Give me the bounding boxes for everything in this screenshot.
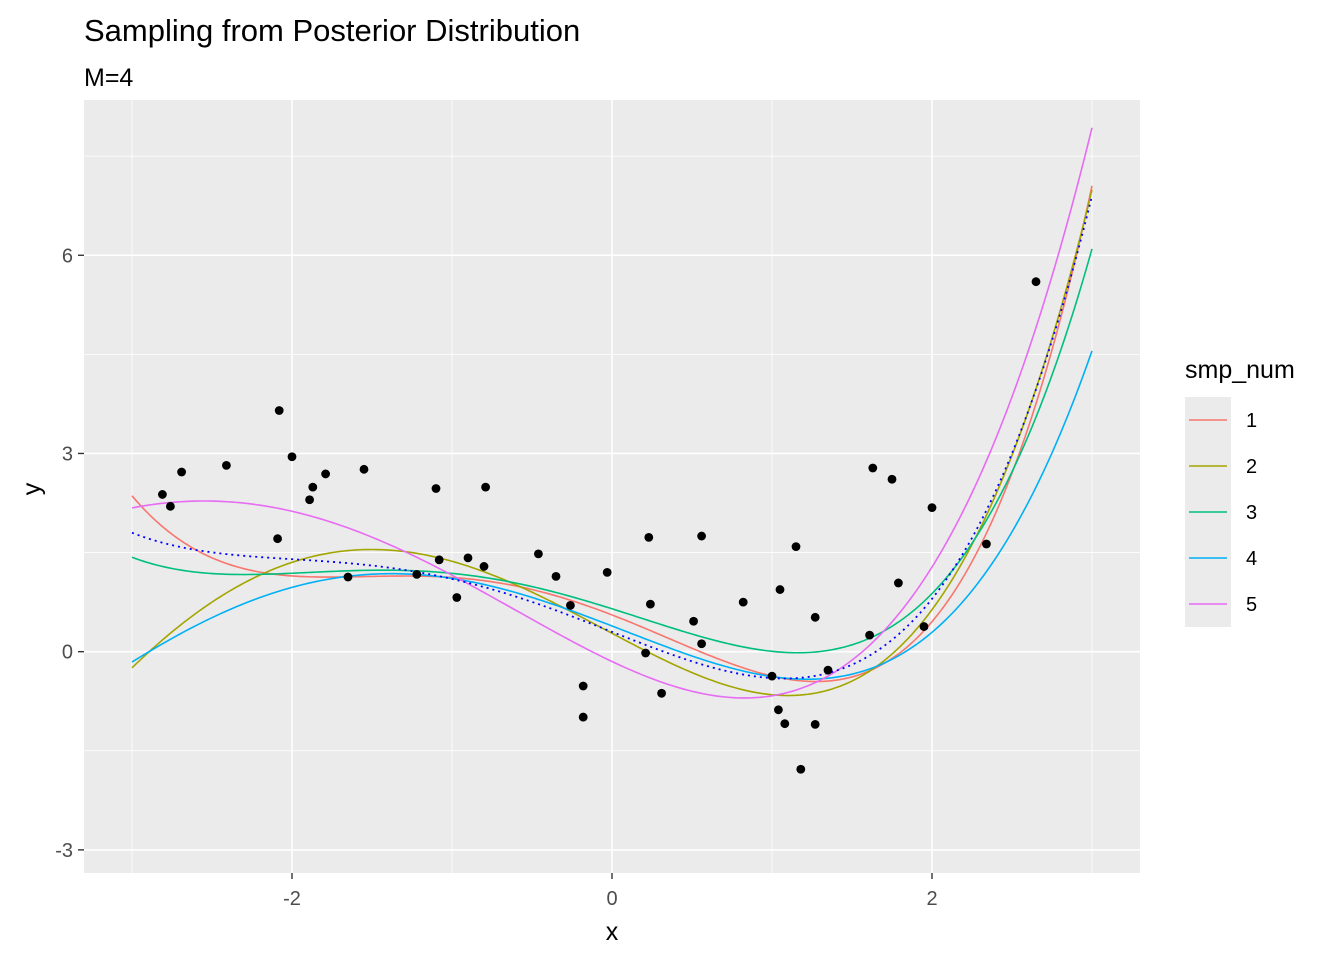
data-point	[810, 719, 820, 729]
data-point	[177, 467, 187, 477]
data-point	[578, 712, 588, 722]
legend-label: 4	[1246, 548, 1257, 570]
data-point	[343, 572, 353, 582]
legend-label: 1	[1246, 410, 1257, 432]
data-point	[534, 549, 543, 559]
y-axis-title: y	[18, 482, 46, 495]
data-point	[780, 719, 790, 729]
series-line-2	[131, 189, 1093, 697]
data-point	[274, 406, 284, 415]
true-function-line	[131, 195, 1093, 680]
data-point	[602, 567, 612, 577]
data-point	[305, 495, 314, 505]
legend-label: 5	[1246, 594, 1257, 616]
data-point	[646, 599, 655, 609]
data-point	[158, 490, 167, 499]
y-tick-label: 3	[62, 443, 73, 465]
data-point	[452, 593, 462, 602]
data-point	[551, 571, 561, 581]
data-point	[273, 534, 282, 544]
data-point	[767, 671, 777, 681]
data-point	[308, 482, 318, 492]
grid-layer	[84, 100, 1140, 873]
data-point	[359, 464, 369, 474]
series-line-3	[131, 248, 1093, 654]
data-point	[697, 531, 706, 541]
data-point	[791, 542, 801, 552]
x-tick-label: 0	[606, 888, 617, 910]
data-point	[738, 597, 748, 607]
data-point	[479, 562, 489, 571]
data-point	[982, 539, 991, 549]
point-layer	[158, 277, 1041, 774]
data-point	[463, 553, 473, 563]
data-point	[644, 532, 654, 542]
data-point	[697, 639, 706, 649]
y-tick-label: 6	[62, 245, 73, 267]
data-point	[894, 578, 903, 588]
legend-title: smp_num	[1185, 356, 1295, 384]
y-tick-label: 0	[62, 642, 73, 664]
y-tick-label: -3	[55, 840, 73, 862]
data-point	[166, 501, 175, 511]
series-line-5	[131, 127, 1093, 699]
data-point	[321, 469, 330, 479]
chart-title: Sampling from Posterior Distribution	[84, 13, 580, 48]
data-point	[481, 482, 490, 492]
data-point	[865, 630, 874, 640]
curve-layer	[131, 127, 1093, 699]
series-line-4	[131, 350, 1093, 681]
chart-subtitle: M=4	[84, 64, 133, 92]
data-point	[823, 665, 833, 675]
data-point	[810, 612, 820, 622]
x-tick-label: 2	[926, 888, 937, 910]
series-line-1	[131, 185, 1093, 683]
data-point	[566, 601, 575, 610]
legend-label: 3	[1246, 502, 1257, 524]
data-point	[1031, 277, 1041, 287]
data-point	[431, 484, 441, 493]
x-axis-title: x	[606, 918, 619, 946]
data-point	[657, 688, 666, 698]
data-point	[578, 681, 588, 691]
data-point	[927, 503, 937, 513]
data-point	[775, 585, 785, 594]
legend: smp_num 1 2 3 4 5	[1185, 356, 1295, 627]
data-point	[774, 705, 783, 715]
x-tick-label: -2	[283, 888, 301, 910]
legend-keys: 1 2 3 4 5	[1185, 397, 1257, 627]
data-point	[222, 460, 231, 470]
data-point	[868, 463, 878, 473]
axis-layer: -2 0 2 -3 0 3 6	[55, 245, 937, 910]
data-point	[412, 569, 422, 579]
data-point	[796, 764, 806, 774]
data-point	[887, 474, 897, 484]
data-point	[689, 616, 698, 626]
data-point	[919, 622, 929, 631]
data-point	[287, 452, 297, 462]
data-point	[434, 555, 444, 565]
legend-label: 2	[1246, 456, 1257, 478]
data-point	[641, 648, 650, 658]
